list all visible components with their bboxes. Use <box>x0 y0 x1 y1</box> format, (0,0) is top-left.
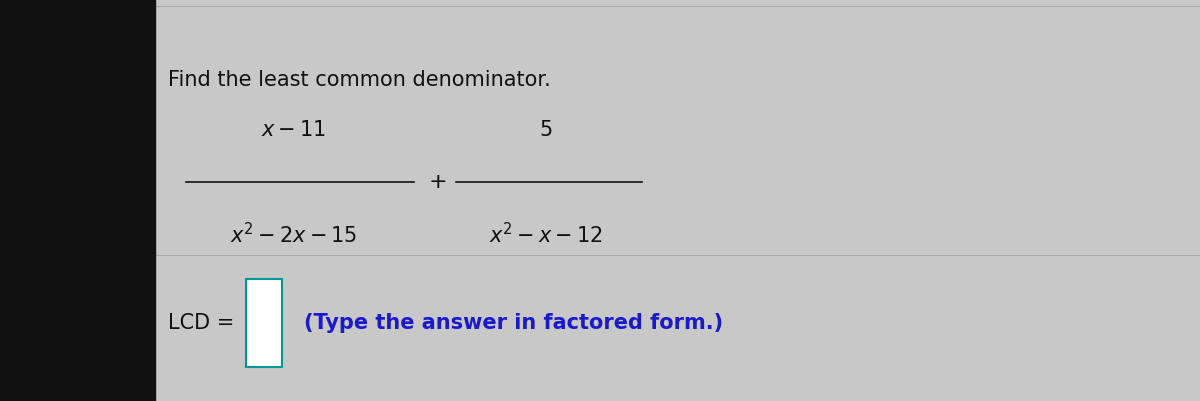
Text: +: + <box>428 172 448 192</box>
Text: Find the least common denominator.: Find the least common denominator. <box>168 70 551 90</box>
Text: (Type the answer in factored form.): (Type the answer in factored form.) <box>304 313 722 333</box>
Text: $5$: $5$ <box>539 120 553 140</box>
Text: $x-11$: $x-11$ <box>262 120 326 140</box>
Text: LCD =: LCD = <box>168 313 234 333</box>
Text: $x^2-2x-15$: $x^2-2x-15$ <box>230 222 358 247</box>
Text: $x^2-x-12$: $x^2-x-12$ <box>490 222 602 247</box>
FancyBboxPatch shape <box>246 279 282 367</box>
Bar <box>0 0 155 401</box>
